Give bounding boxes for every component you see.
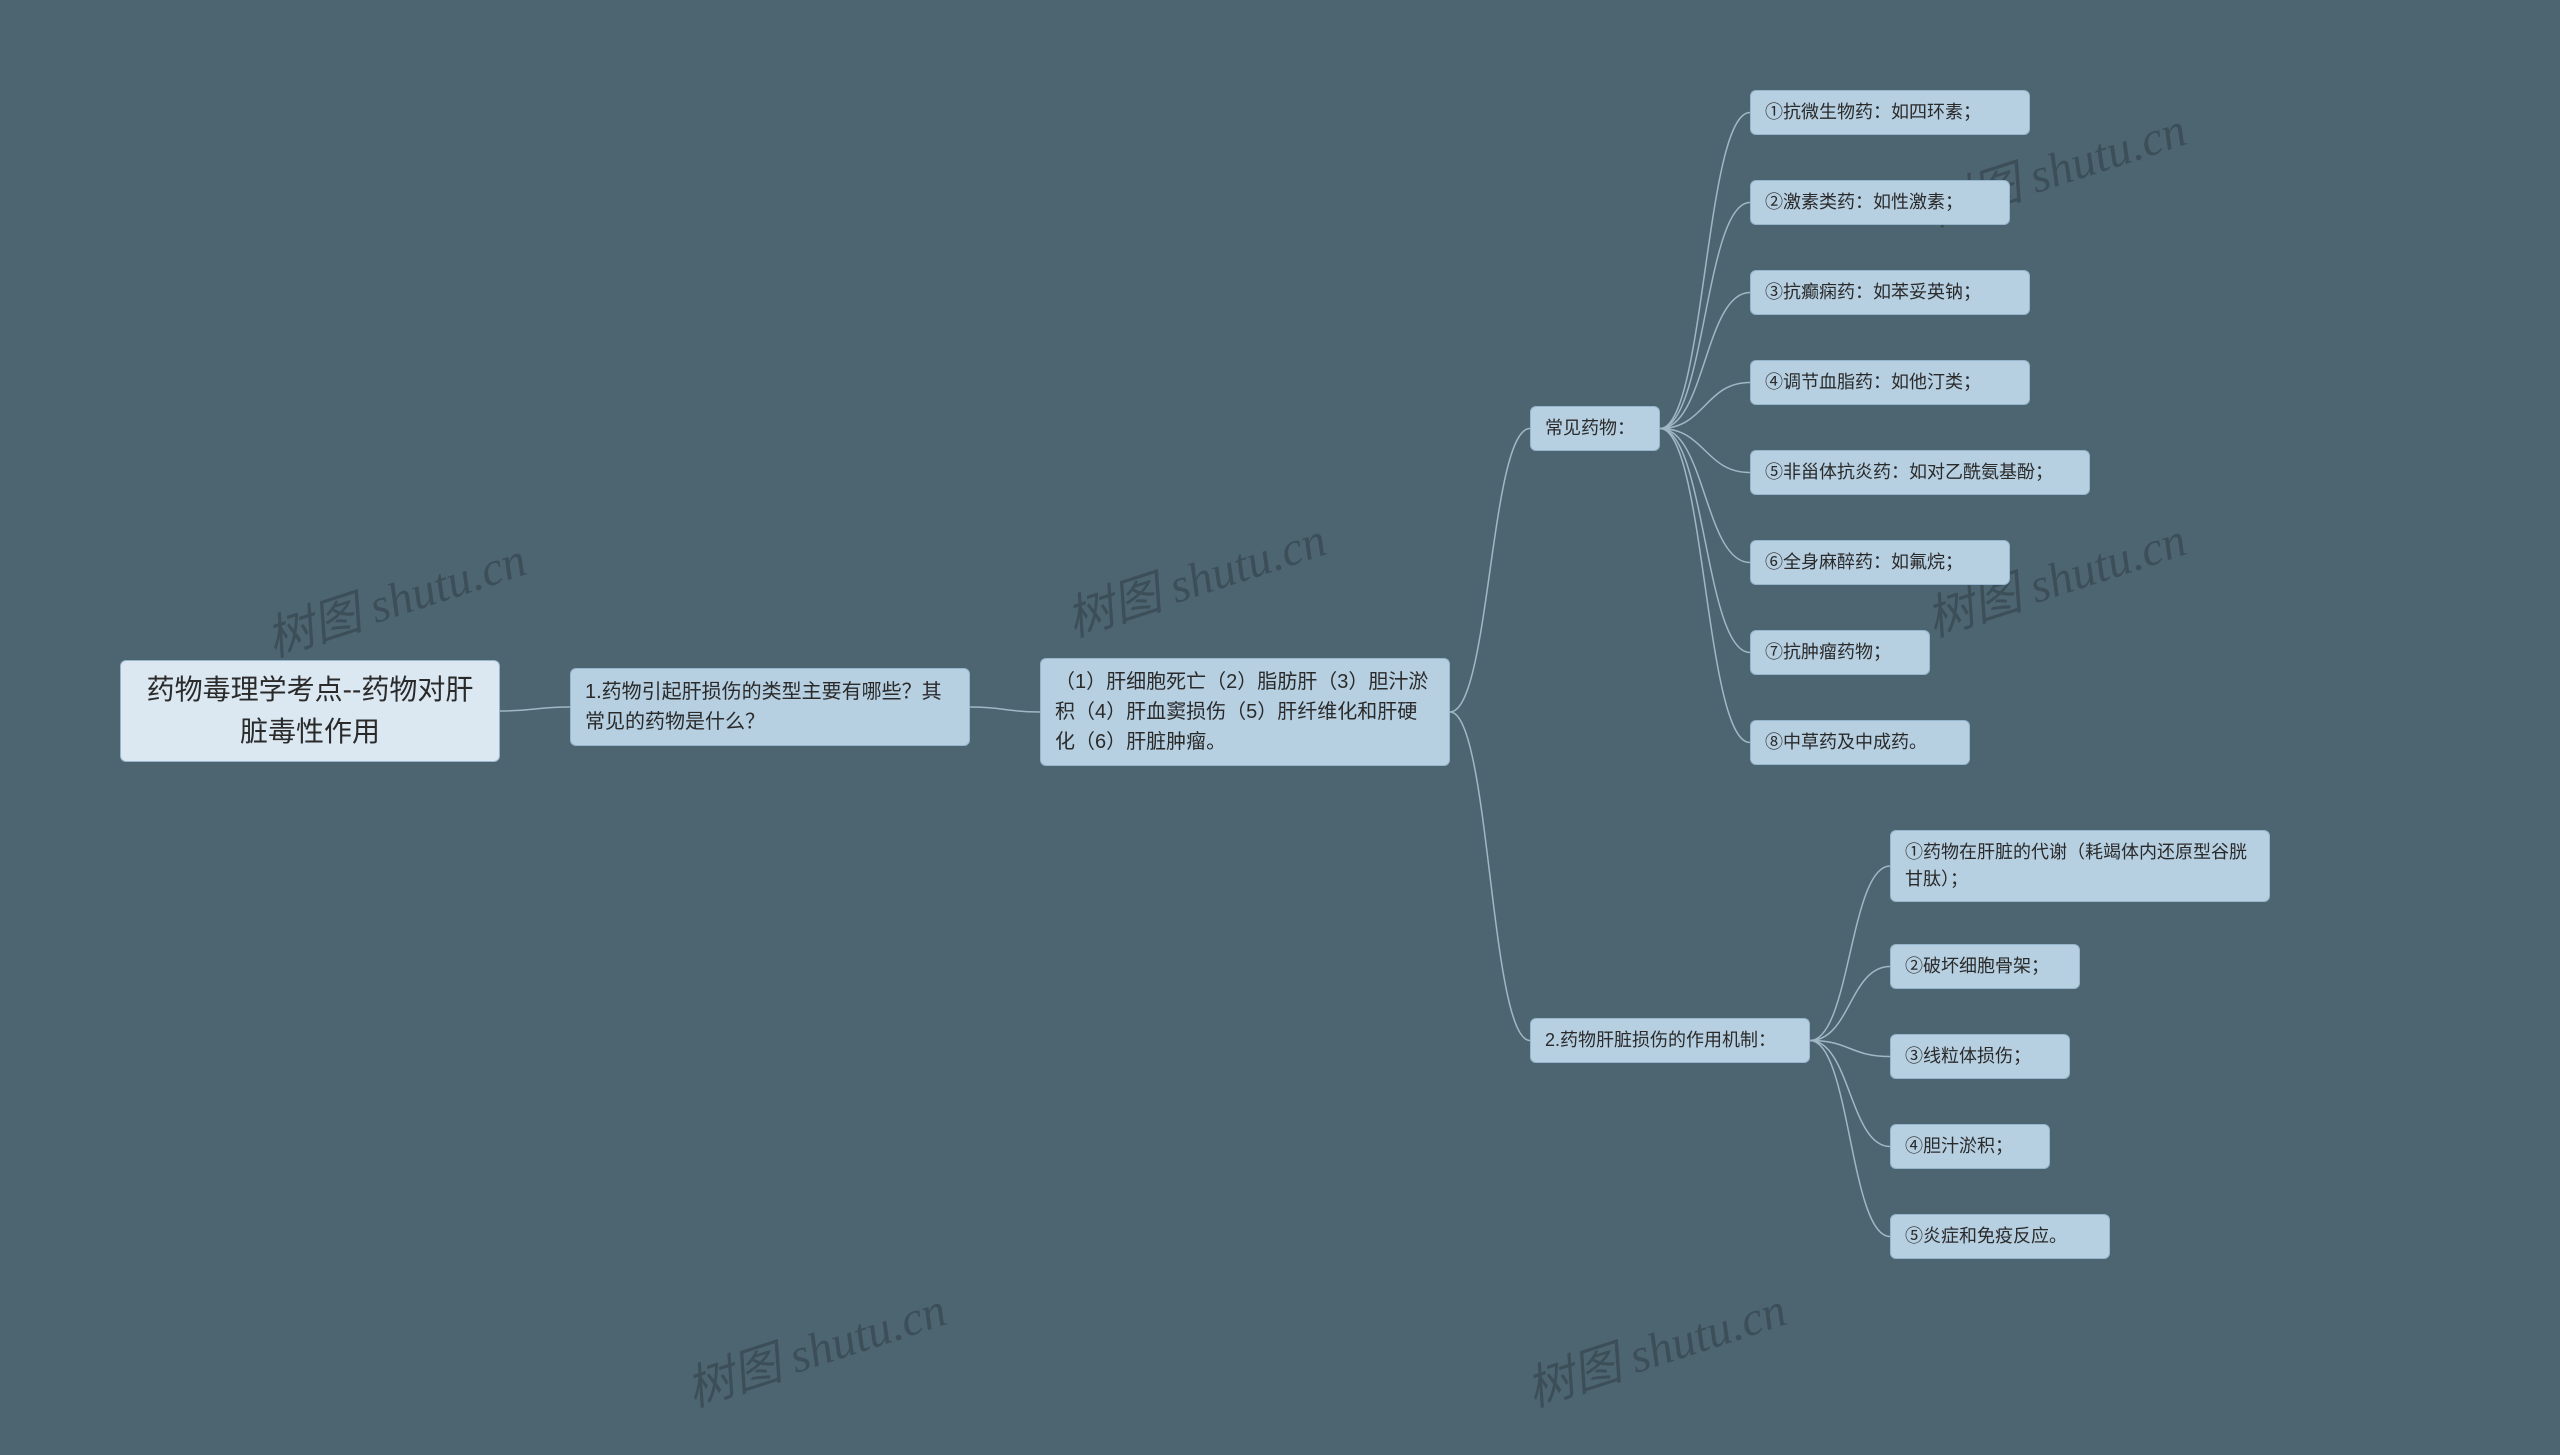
- branch-a-item-1: ①抗微生物药：如四环素；: [1750, 90, 2030, 135]
- watermark-1: 树图 shutu.cn: [256, 520, 534, 670]
- level1-node: 1.药物引起肝损伤的类型主要有哪些？其常见的药物是什么？: [570, 668, 970, 746]
- branch-b-label: 2.药物肝脏损伤的作用机制：: [1530, 1018, 1810, 1063]
- branch-a-item-3: ③抗癫痫药：如苯妥英钠；: [1750, 270, 2030, 315]
- watermark-4: 树图 shutu.cn: [676, 1270, 954, 1420]
- branch-a-item-4: ④调节血脂药：如他汀类；: [1750, 360, 2030, 405]
- branch-b-item-5: ⑤炎症和免疫反应。: [1890, 1214, 2110, 1259]
- branch-b-item-2: ②破坏细胞骨架；: [1890, 944, 2080, 989]
- branch-b-item-4: ④胆汁淤积；: [1890, 1124, 2050, 1169]
- branch-a-item-8: ⑧中草药及中成药。: [1750, 720, 1970, 765]
- watermark-5: 树图 shutu.cn: [1516, 1270, 1794, 1420]
- branch-a-item-5: ⑤非甾体抗炎药：如对乙酰氨基酚；: [1750, 450, 2090, 495]
- branch-b-item-3: ③线粒体损伤；: [1890, 1034, 2070, 1079]
- watermark-2: 树图 shutu.cn: [1056, 500, 1334, 650]
- level2-node: （1）肝细胞死亡（2）脂肪肝（3）胆汁淤积（4）肝血窦损伤（5）肝纤维化和肝硬化…: [1040, 658, 1450, 766]
- branch-a-item-7: ⑦抗肿瘤药物；: [1750, 630, 1930, 675]
- branch-a-item-6: ⑥全身麻醉药：如氟烷；: [1750, 540, 2010, 585]
- branch-a-label: 常见药物：: [1530, 406, 1660, 451]
- branch-b-item-1: ①药物在肝脏的代谢（耗竭体内还原型谷胱甘肽）；: [1890, 830, 2270, 902]
- root-node: 药物毒理学考点--药物对肝脏毒性作用: [120, 660, 500, 762]
- branch-a-item-2: ②激素类药：如性激素；: [1750, 180, 2010, 225]
